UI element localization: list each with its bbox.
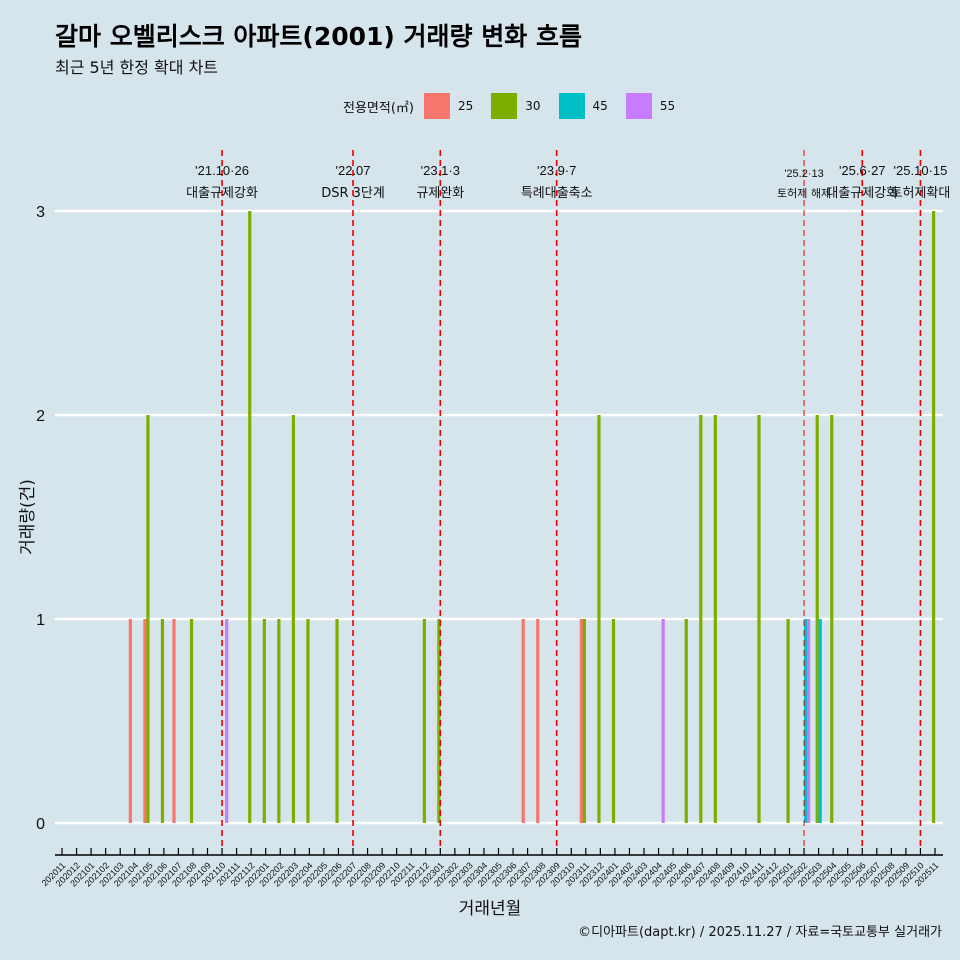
event-label: 대출규제강화 [186, 186, 258, 201]
bar-25 [128, 619, 132, 823]
event-date: '25.2·13 [784, 168, 823, 180]
event-label: DSR 3단계 [321, 186, 385, 201]
bar-30 [713, 415, 717, 823]
event-label: 규제완화 [416, 186, 464, 201]
bar-25 [536, 619, 540, 823]
bar-30 [611, 619, 616, 823]
bar-30 [699, 415, 703, 823]
legend: 전용면적(㎡) 25 30 45 55 [343, 93, 693, 119]
bar-25 [521, 619, 525, 823]
bar-30 [335, 619, 339, 823]
bar-55 [807, 619, 811, 823]
bar-45 [818, 619, 822, 823]
legend-label-25: 25 [457, 99, 474, 113]
bar-45 [804, 619, 808, 823]
bar-30 [757, 415, 761, 823]
event-label: 특례대출축소 [521, 186, 593, 201]
y-tick-label: 3 [36, 204, 45, 221]
event-date: '22.07 [335, 163, 370, 178]
bar-30 [422, 619, 426, 823]
bar-30 [830, 415, 834, 823]
chart-subtitle: 최근 5년 한정 확대 차트 [55, 58, 219, 77]
legend-swatch-45 [558, 93, 585, 119]
bar-30 [815, 415, 819, 823]
bar-30 [189, 619, 194, 823]
event-date: '23.9·7 [537, 163, 576, 178]
y-tick-label: 0 [36, 816, 45, 833]
bar-30 [291, 415, 295, 823]
event-label: 대출규제강화 [826, 186, 898, 201]
legend-label-55: 55 [659, 99, 676, 113]
legend-title: 전용면적(㎡) [343, 100, 414, 116]
bar-30 [597, 415, 601, 823]
bar-25 [579, 619, 583, 823]
event-label: 토허제확대 [891, 186, 951, 201]
y-tick-label: 2 [36, 408, 45, 425]
legend-label-30: 30 [525, 99, 541, 113]
event-label: 토허제 해제 [777, 186, 831, 200]
bar-30 [582, 619, 586, 823]
bar-30 [160, 619, 165, 823]
event-date: '23.1·3 [421, 163, 460, 178]
event-date: '25.6·27 [839, 163, 886, 178]
bar-25 [143, 619, 147, 823]
y-axis-title: 거래량(건) [18, 479, 38, 555]
legend-swatch-55 [625, 93, 652, 119]
event-date: '25.10·15 [894, 163, 948, 178]
event-date: '21.10·26 [195, 163, 249, 178]
bar-30 [932, 211, 936, 823]
bar-30 [248, 211, 252, 823]
bar-30 [146, 415, 150, 823]
y-tick-label: 1 [36, 612, 45, 629]
chart-title: 갈마 오벨리스크 아파트(2001) 거래량 변화 흐름 [55, 22, 582, 51]
bar-30 [262, 619, 266, 823]
bar-55 [225, 619, 229, 823]
bar-30 [437, 619, 441, 823]
legend-swatch-30 [491, 93, 518, 119]
x-axis-title: 거래년월 [459, 899, 522, 919]
caption: ©디아파트(dapt.kr) / 2025.11.27 / 자료=국토교통부 실… [578, 925, 942, 940]
bar-30 [786, 619, 790, 823]
bar-55 [661, 619, 665, 823]
bar-25 [172, 619, 176, 823]
bar-30 [306, 619, 310, 823]
legend-label-45: 45 [592, 99, 608, 113]
bar-30 [684, 619, 688, 823]
bar-30 [277, 619, 281, 823]
legend-swatch-25 [423, 93, 450, 119]
